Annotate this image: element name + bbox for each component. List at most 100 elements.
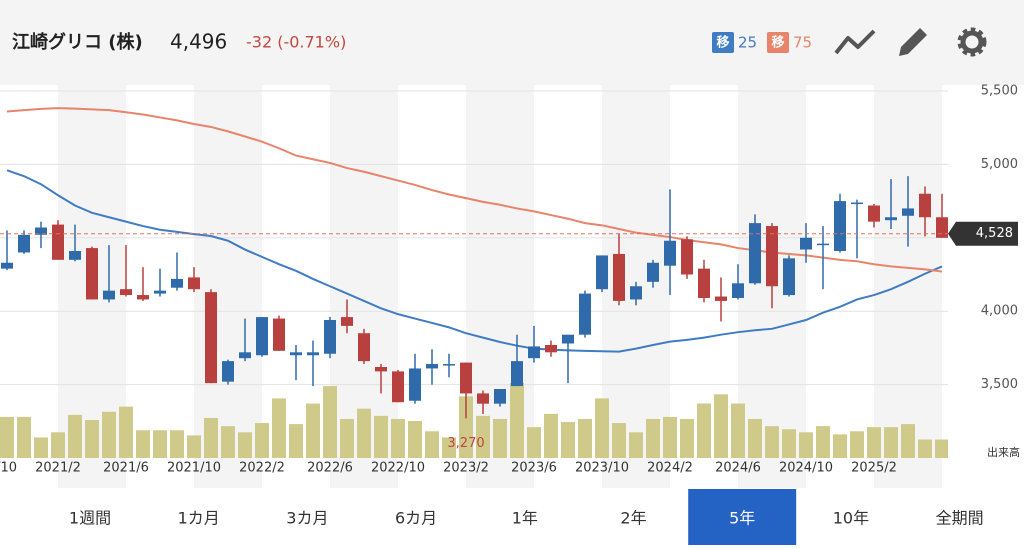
candle-body	[834, 201, 846, 252]
low-label: 3,270	[447, 436, 484, 451]
candle-body	[35, 227, 47, 235]
volume-bar	[51, 432, 65, 458]
y-tick-label: 5,000	[981, 157, 1018, 172]
tab[interactable]: 全期間	[936, 509, 984, 528]
volume-bar	[646, 418, 660, 458]
last-badge	[948, 221, 1018, 246]
volume-bar	[391, 418, 405, 458]
x-tick-label: 2024/2	[647, 461, 693, 476]
volume-bar	[697, 403, 711, 458]
tab-label[interactable]: 5年	[729, 509, 755, 528]
x-tick-label: 2021/6	[103, 461, 149, 476]
tab-label[interactable]: 全期間	[936, 509, 984, 528]
tab-label[interactable]: 1週間	[69, 509, 111, 528]
volume-bar	[34, 437, 48, 458]
volume-bar	[748, 418, 762, 458]
tab-label[interactable]: 1カ月	[178, 509, 220, 528]
y-tick-label: 5,500	[981, 84, 1018, 99]
candle-body	[664, 240, 676, 266]
candle-body	[86, 248, 98, 300]
volume-bar	[306, 403, 320, 458]
candle-body	[715, 296, 727, 301]
volume-bar	[170, 430, 184, 458]
volume-bar	[765, 426, 779, 458]
volume-bar	[561, 422, 575, 458]
candle-body	[154, 290, 166, 294]
gear-icon[interactable]	[957, 27, 987, 57]
volume-bar	[799, 432, 813, 458]
x-tick-label: 2021/10	[167, 461, 221, 476]
x-tick-label: 2021/2	[35, 461, 81, 476]
volume-bar	[204, 417, 218, 458]
candle-body	[18, 234, 30, 253]
x-tick-label: 2024/10	[779, 461, 833, 476]
candle-body	[647, 262, 659, 282]
volume-bar	[442, 437, 456, 458]
x-tick-label: 2023/2	[443, 461, 489, 476]
volume-bar	[272, 398, 286, 458]
tab[interactable]: 10年	[833, 509, 869, 528]
tab[interactable]: 3カ月	[286, 509, 328, 528]
plot: 2020/10 2021/2 2021/6 2021/10 2022/2 2022/6 20…	[0, 85, 948, 488]
volume-bar	[510, 383, 524, 458]
tab-label[interactable]: 3カ月	[286, 509, 328, 528]
candle-body	[919, 193, 931, 218]
pen-icon[interactable]	[899, 28, 927, 56]
volume-bar	[918, 439, 932, 458]
candle-body	[409, 368, 421, 401]
tab-label[interactable]: 2年	[620, 509, 646, 528]
volume-bar	[459, 396, 473, 458]
volume-bar	[612, 423, 626, 458]
candle-body	[120, 289, 132, 296]
candle-body	[375, 366, 387, 372]
tab[interactable]: 6カ月	[395, 509, 437, 528]
price: 4,496	[170, 30, 227, 54]
legend-badge	[712, 32, 734, 53]
candle-body	[817, 243, 829, 246]
x-tick-label: 2024/6	[715, 461, 761, 476]
tab-label[interactable]: 10年	[833, 509, 869, 528]
candle-body	[69, 251, 81, 260]
tab[interactable]: 2年	[620, 509, 646, 528]
volume-label: 出来高	[987, 445, 1020, 459]
candle-body	[188, 277, 200, 290]
tab-label[interactable]: 1年	[512, 509, 538, 528]
candle-body	[341, 317, 353, 326]
candle-body	[698, 268, 710, 298]
volume-bar	[816, 426, 830, 458]
volume-bar	[680, 418, 694, 458]
tab-label[interactable]: 6カ月	[395, 509, 437, 528]
candle-body	[137, 295, 149, 300]
candle-body	[171, 278, 183, 288]
candle-body	[851, 202, 863, 205]
candle-body	[460, 362, 472, 394]
volume-bar	[153, 430, 167, 458]
header-bg	[0, 0, 1024, 85]
volume-bar	[357, 408, 371, 458]
x-tick-label: 2020/10	[0, 461, 17, 476]
volume-bar	[527, 427, 541, 458]
x-tick-label: 2025/2	[851, 461, 897, 476]
tab[interactable]: 1年	[512, 509, 538, 528]
volume-bar	[782, 429, 796, 458]
tab[interactable]: 1カ月	[178, 509, 220, 528]
volume-bar	[0, 416, 14, 458]
tab[interactable]: 5年	[688, 489, 797, 545]
line-icon[interactable]	[834, 29, 876, 55]
change: -32 (-0.71%)	[246, 33, 346, 52]
candle-body	[681, 239, 693, 275]
candle-body	[307, 352, 319, 356]
candle-body	[630, 286, 642, 300]
volume-bar	[544, 413, 558, 458]
volume-bar	[901, 424, 915, 458]
volume-bar	[255, 423, 269, 458]
candle-body	[103, 290, 115, 300]
legend-badge-text: 移	[771, 35, 784, 51]
candle-body	[613, 253, 625, 301]
candle-body	[783, 258, 795, 296]
volume-bar	[221, 426, 235, 458]
volume-bar	[374, 415, 388, 458]
tab[interactable]: 1週間	[69, 509, 111, 528]
